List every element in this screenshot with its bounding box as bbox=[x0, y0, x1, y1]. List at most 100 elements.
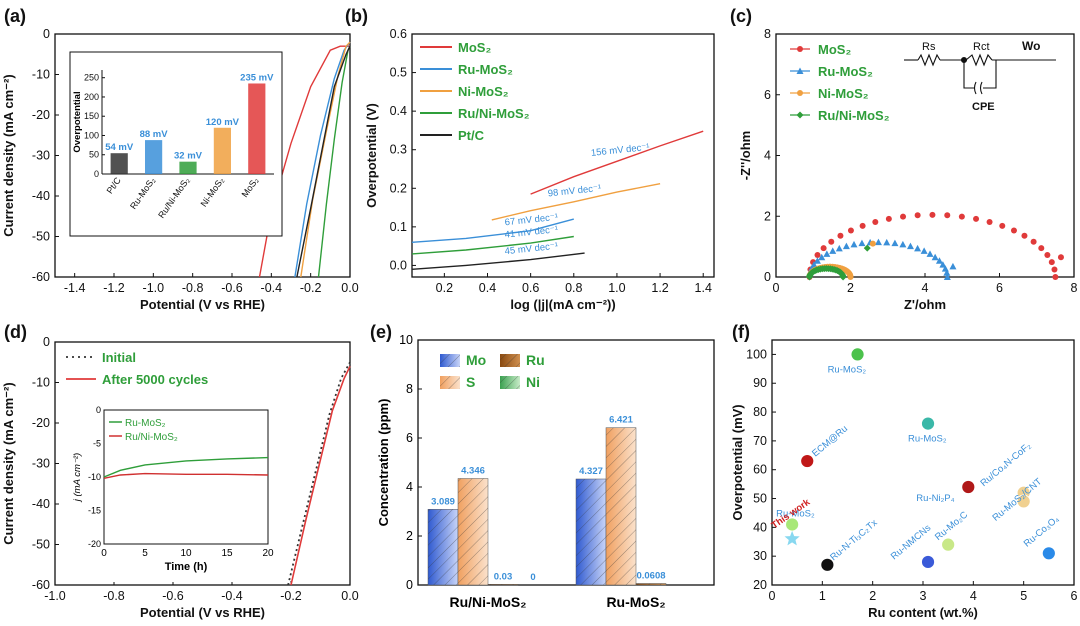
axes-frame bbox=[411, 33, 715, 278]
x-tick-label: -1.2 bbox=[103, 281, 125, 295]
y-tick-label: 100 bbox=[746, 347, 767, 361]
series-line-Ni-MoS₂ bbox=[300, 41, 351, 278]
x-tick-label: -0.2 bbox=[280, 589, 302, 603]
y-axis-label: Concentration (ppm) bbox=[376, 399, 391, 527]
point-label: Ru-MoS₂/CNT bbox=[991, 476, 1045, 524]
inset-y-tick-label: 0 bbox=[94, 169, 99, 179]
legend-hatch bbox=[440, 376, 460, 389]
data-point-MoS₂ bbox=[885, 215, 892, 222]
inset-y-tick-label: -5 bbox=[93, 439, 101, 449]
data-point-MoS₂ bbox=[1044, 251, 1051, 258]
y-tick-label: 2 bbox=[764, 209, 771, 223]
x-tick-label: 5 bbox=[1020, 589, 1027, 603]
inset-x-tick-label: 0 bbox=[101, 548, 107, 559]
series-line-Initial bbox=[287, 361, 351, 586]
panel-c: (c) 0 2 4 6 8 0 2 4 6 8 Z'/ohm -Z''/ohm MoS₂ Ru-MoS₂ Ni… bbox=[730, 6, 1078, 312]
y-tick-label: -60 bbox=[32, 578, 50, 592]
data-point-MoS₂ bbox=[1048, 259, 1055, 266]
y-tick-label: -30 bbox=[32, 149, 50, 163]
y-tick-label: 0.3 bbox=[390, 143, 407, 157]
data-point-Ru-MoS₂ bbox=[883, 238, 891, 246]
inset-y-label: j (mA cm⁻²) bbox=[72, 453, 83, 503]
data-point-Ru/Ni-MoS₂ bbox=[839, 273, 847, 281]
panel-b: (b) 0.2 0.4 0.6 0.8 1.0 1.2 1.4 0.0 0.1 0.2 0.3 0.4 0… bbox=[345, 6, 715, 312]
inset-bar-value: 54 mV bbox=[105, 142, 134, 153]
bar-hatch bbox=[488, 584, 518, 585]
y-tick-label: 4 bbox=[406, 480, 413, 494]
data-point-ECM@Ru bbox=[800, 454, 815, 468]
axes-frame bbox=[417, 339, 715, 586]
x-tick-label: 0.4 bbox=[479, 281, 496, 295]
bar-value-label: 0 bbox=[530, 572, 535, 583]
y-tick-label: 8 bbox=[764, 27, 771, 41]
legend-label: Ru bbox=[526, 352, 545, 368]
y-tick-label: -20 bbox=[32, 108, 50, 122]
series-line-Ru/Ni-MoS₂ bbox=[411, 235, 574, 255]
circuit-label: Rct bbox=[973, 41, 990, 53]
data-point-Ru-NMCNs bbox=[921, 555, 935, 569]
panel-d: (d) -1.0 -0.8 -0.6 -0.4 -0.2 0.0 0 -10 -20 -30 -40 -… bbox=[1, 322, 359, 620]
panel-label: (a) bbox=[4, 6, 26, 26]
category-label: Ru/Ni-MoS₂ bbox=[450, 594, 527, 610]
x-tick-label: 4 bbox=[970, 589, 977, 603]
x-tick-label: 6 bbox=[996, 281, 1003, 295]
x-tick-label: -0.6 bbox=[162, 589, 184, 603]
data-point-MoS₂ bbox=[1038, 245, 1045, 252]
x-tick-label: -1.4 bbox=[64, 281, 86, 295]
series-line-Ru-MoS₂ bbox=[411, 218, 574, 243]
data-point-Ru-MoS₂ bbox=[891, 239, 899, 247]
y-tick-label: 90 bbox=[753, 376, 767, 390]
legend-label: Ru-MoS₂ bbox=[458, 62, 513, 77]
point-label: Ru-Mo₂C bbox=[933, 509, 970, 543]
inset-background bbox=[66, 402, 276, 582]
x-tick-label: 0 bbox=[773, 281, 780, 295]
bar-value-label: 6.421 bbox=[609, 415, 633, 426]
inset-bar-value: 88 mV bbox=[140, 129, 169, 140]
inset-bar-value: 235 mV bbox=[240, 72, 274, 83]
data-point-MoS₂ bbox=[837, 232, 844, 239]
data-point-MoS₂ bbox=[958, 213, 965, 220]
inset-x-tick-label: 5 bbox=[142, 548, 148, 559]
inset-bar-Ni-MoS₂ bbox=[213, 127, 231, 174]
inset-y-tick-label: 250 bbox=[84, 73, 99, 83]
x-tick-label: 3 bbox=[920, 589, 927, 603]
data-point-Ru-MoS₂ bbox=[914, 244, 922, 252]
panel-a: (a) -1.4 -1.2 -1.0 -0.8 -0.6 -0.4 -0.2 0.0 0 -10 -2… bbox=[1, 6, 359, 312]
legend-marker bbox=[796, 111, 804, 119]
circuit-label: Rs bbox=[922, 41, 936, 53]
data-point-Ru-MoS₂ bbox=[943, 273, 951, 280]
panel-label: (b) bbox=[345, 6, 368, 26]
inset-x-tick-label: 10 bbox=[180, 548, 192, 559]
data-point-MoS₂ bbox=[973, 215, 980, 222]
legend-hatch bbox=[500, 376, 520, 389]
x-tick-label: 1.4 bbox=[695, 281, 712, 295]
y-axis-label: Overpotential (V) bbox=[364, 103, 379, 208]
y-tick-label: 0 bbox=[43, 335, 50, 349]
y-tick-label: -10 bbox=[32, 68, 50, 82]
panel-e: (e) 0 2 4 6 8 10 Concentration (ppm) 3.089 4.346 0… bbox=[370, 322, 715, 610]
x-tick-label: 0.0 bbox=[341, 589, 358, 603]
y-tick-label: -60 bbox=[32, 270, 50, 284]
x-tick-label: -0.4 bbox=[221, 589, 243, 603]
circuit-wire bbox=[983, 60, 997, 89]
legend-label: After 5000 cycles bbox=[102, 372, 208, 387]
data-point-MoS₂ bbox=[1021, 232, 1028, 239]
slope-label: 156 mV dec⁻¹ bbox=[590, 142, 650, 159]
y-axis-label: Current density (mA cm⁻²) bbox=[1, 382, 16, 544]
data-point-MoS₂ bbox=[1057, 254, 1064, 261]
legend-label: S bbox=[466, 374, 475, 390]
x-tick-label: 1 bbox=[819, 589, 826, 603]
data-point-Ru-MoS₂ bbox=[842, 242, 850, 250]
x-tick-label: 1.2 bbox=[651, 281, 668, 295]
inset-frame bbox=[69, 51, 283, 237]
data-point-Ni-MoS₂ bbox=[847, 274, 854, 280]
circuit-wire bbox=[963, 60, 975, 89]
equivalent-circuit bbox=[904, 53, 1056, 95]
data-point-Ru-MoS₂ bbox=[874, 238, 882, 246]
bar-hatch bbox=[606, 427, 636, 585]
inset-y-tick-label: 50 bbox=[89, 150, 99, 160]
circuit-label: Wo bbox=[1022, 39, 1040, 53]
y-tick-label: 0.0 bbox=[390, 258, 407, 272]
data-point-MoS₂ bbox=[986, 218, 993, 225]
